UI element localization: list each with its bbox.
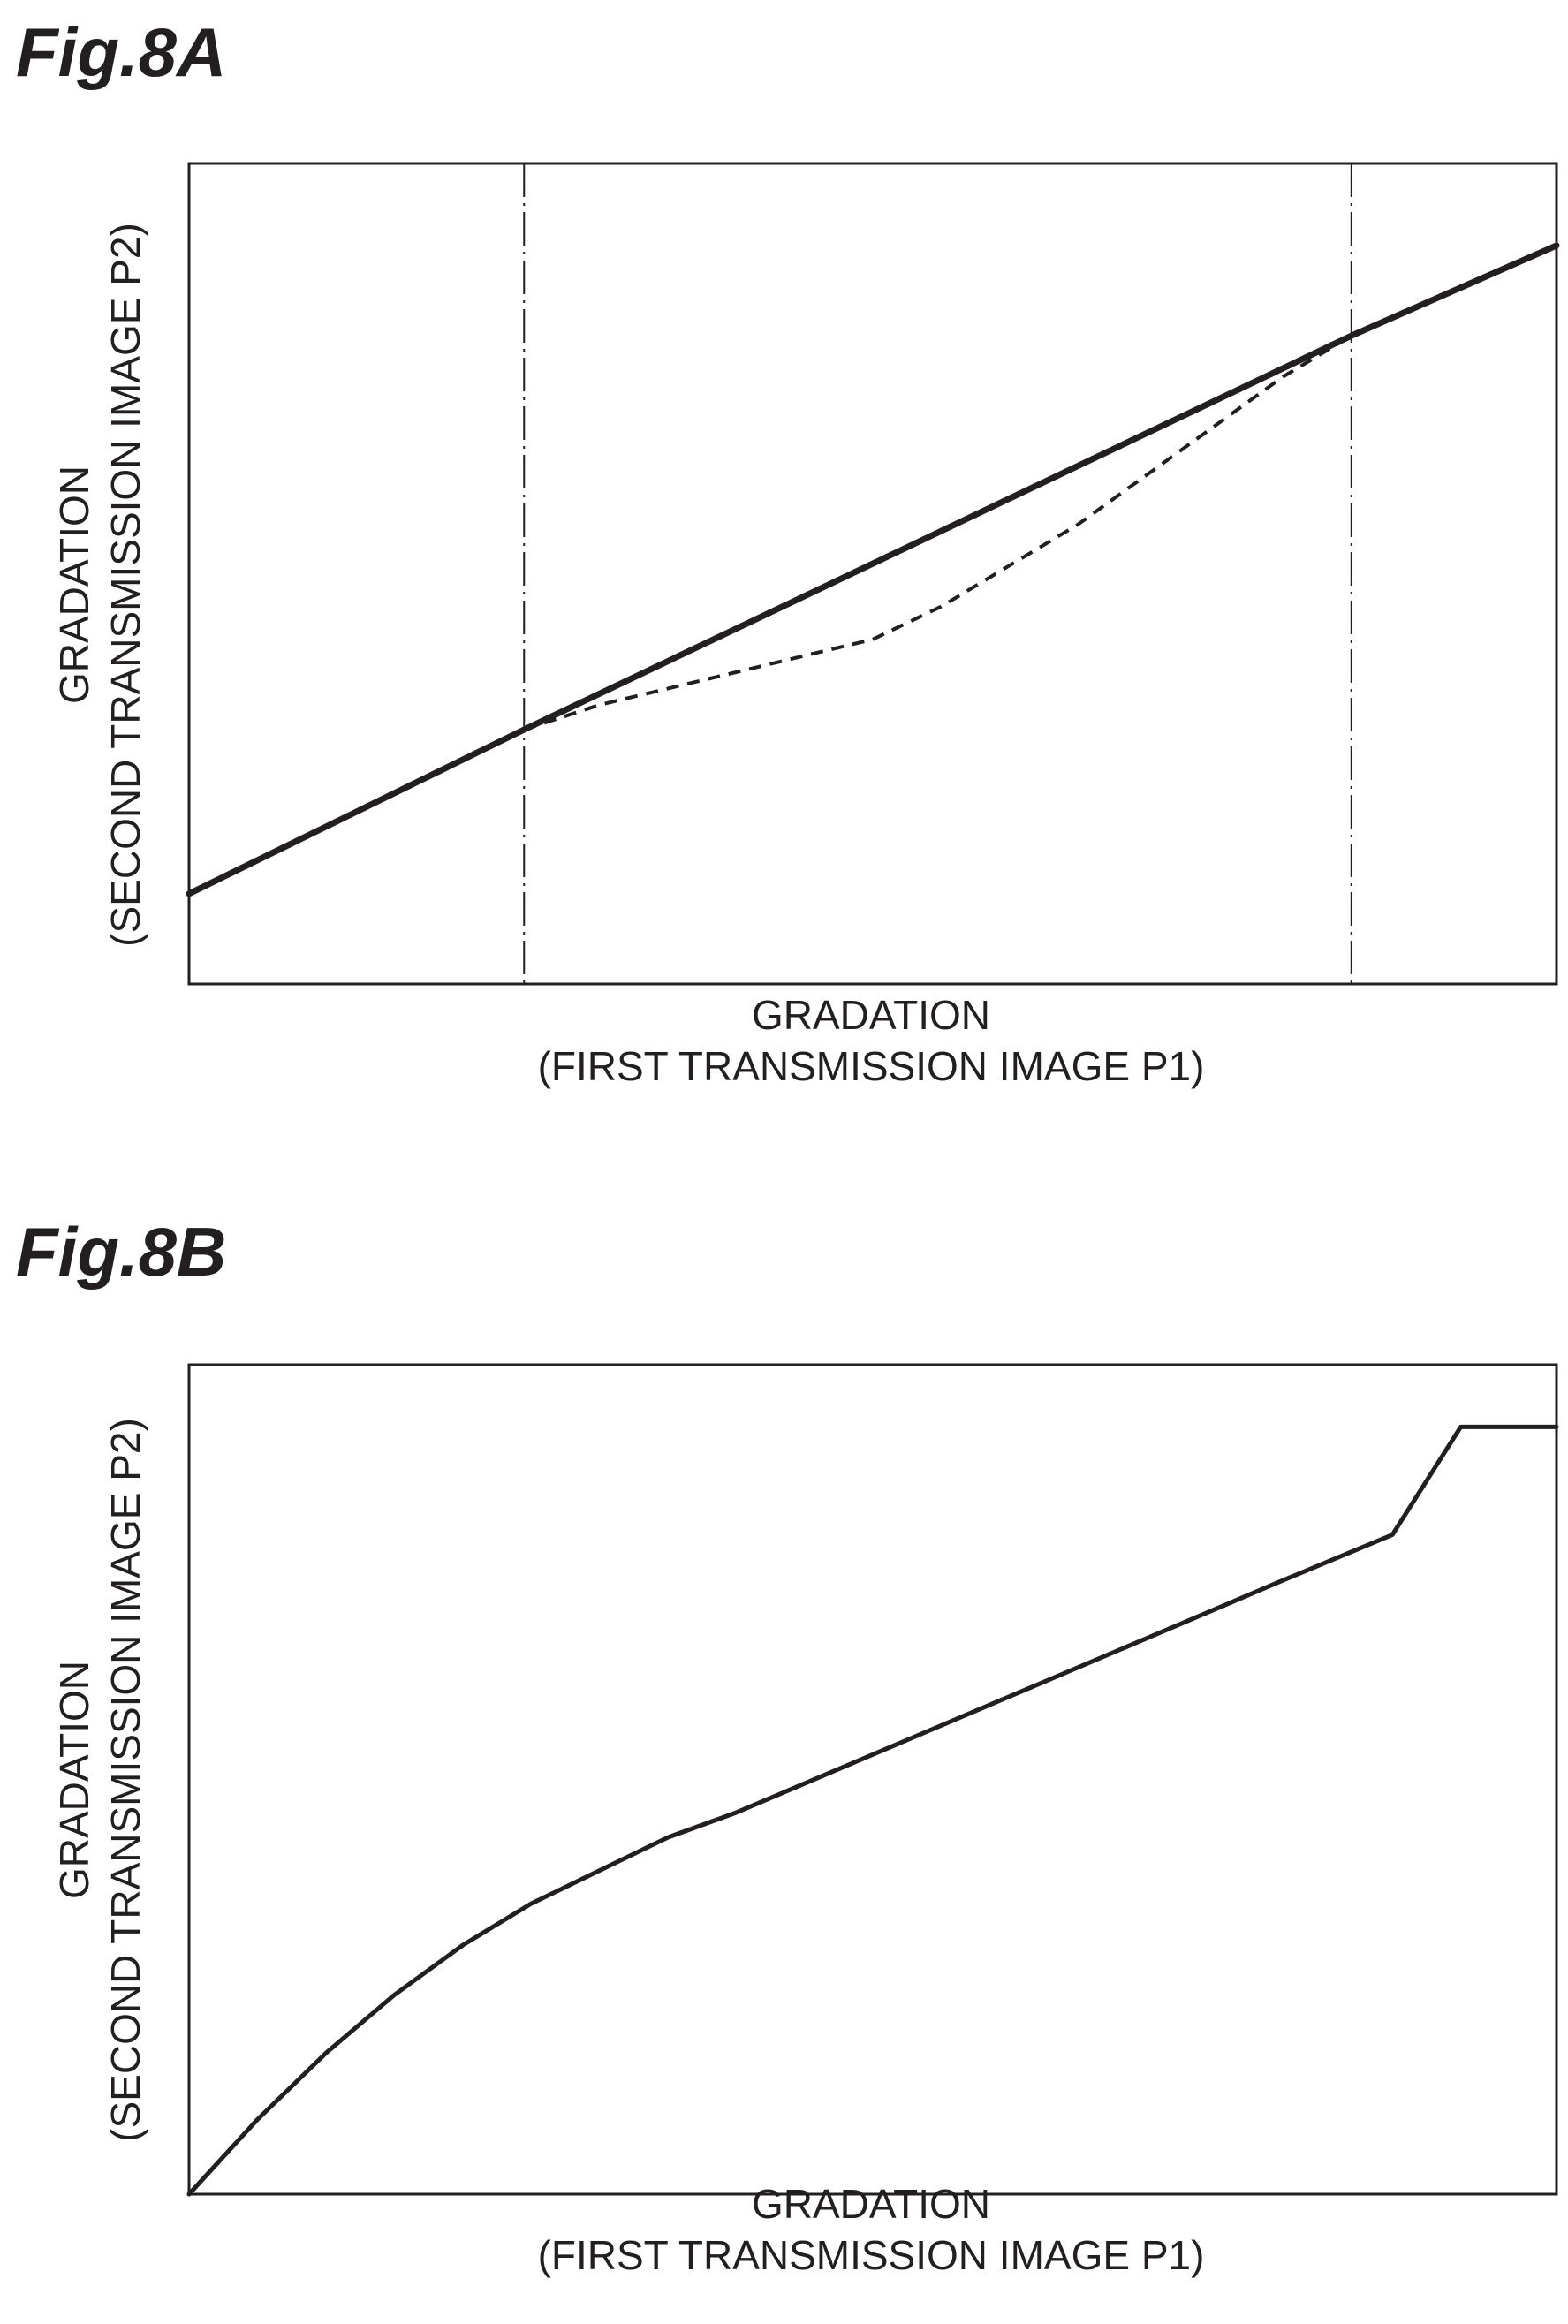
chart-b-xlabel-line2: (FIRST TRANSMISSION IMAGE P1) (537, 2232, 1205, 2278)
chart-b-xlabel-line1: GRADATION (751, 2181, 991, 2227)
chart-a-xlabel: GRADATION (FIRST TRANSMISSION IMAGE P1) (429, 989, 1313, 1092)
chart-a-xlabel-line1: GRADATION (751, 992, 991, 1038)
chart-b-frame (187, 1363, 1558, 2196)
figure-b-title: Fig.8B (16, 1213, 227, 1291)
chart-a-xlabel-line2: (FIRST TRANSMISSION IMAGE P1) (537, 1043, 1205, 1089)
chart-b-ylabel: GRADATION (SECOND TRANSMISSION IMAGE P2) (49, 1338, 151, 2222)
chart-a-frame (187, 162, 1558, 986)
chart-a-series-solid-line (186, 242, 1560, 897)
chart-b-ylabel-line2: (SECOND TRANSMISSION IMAGE P2) (102, 1418, 148, 2142)
chart-b-xlabel: GRADATION (FIRST TRANSMISSION IMAGE P1) (429, 2178, 1313, 2281)
chart-a-ylabel-line1: GRADATION (51, 465, 97, 705)
chart-b-series-solid-line (186, 1424, 1559, 2197)
chart-a-ylabel-line2: (SECOND TRANSMISSION IMAGE P2) (102, 223, 148, 947)
chart-b-ylabel-line1: GRADATION (51, 1660, 97, 1900)
figure-a-title: Fig.8A (16, 13, 227, 91)
chart-a-ylabel: GRADATION (SECOND TRANSMISSION IMAGE P2) (49, 143, 151, 1026)
chart-a-series-dashed-curve (523, 334, 1352, 731)
